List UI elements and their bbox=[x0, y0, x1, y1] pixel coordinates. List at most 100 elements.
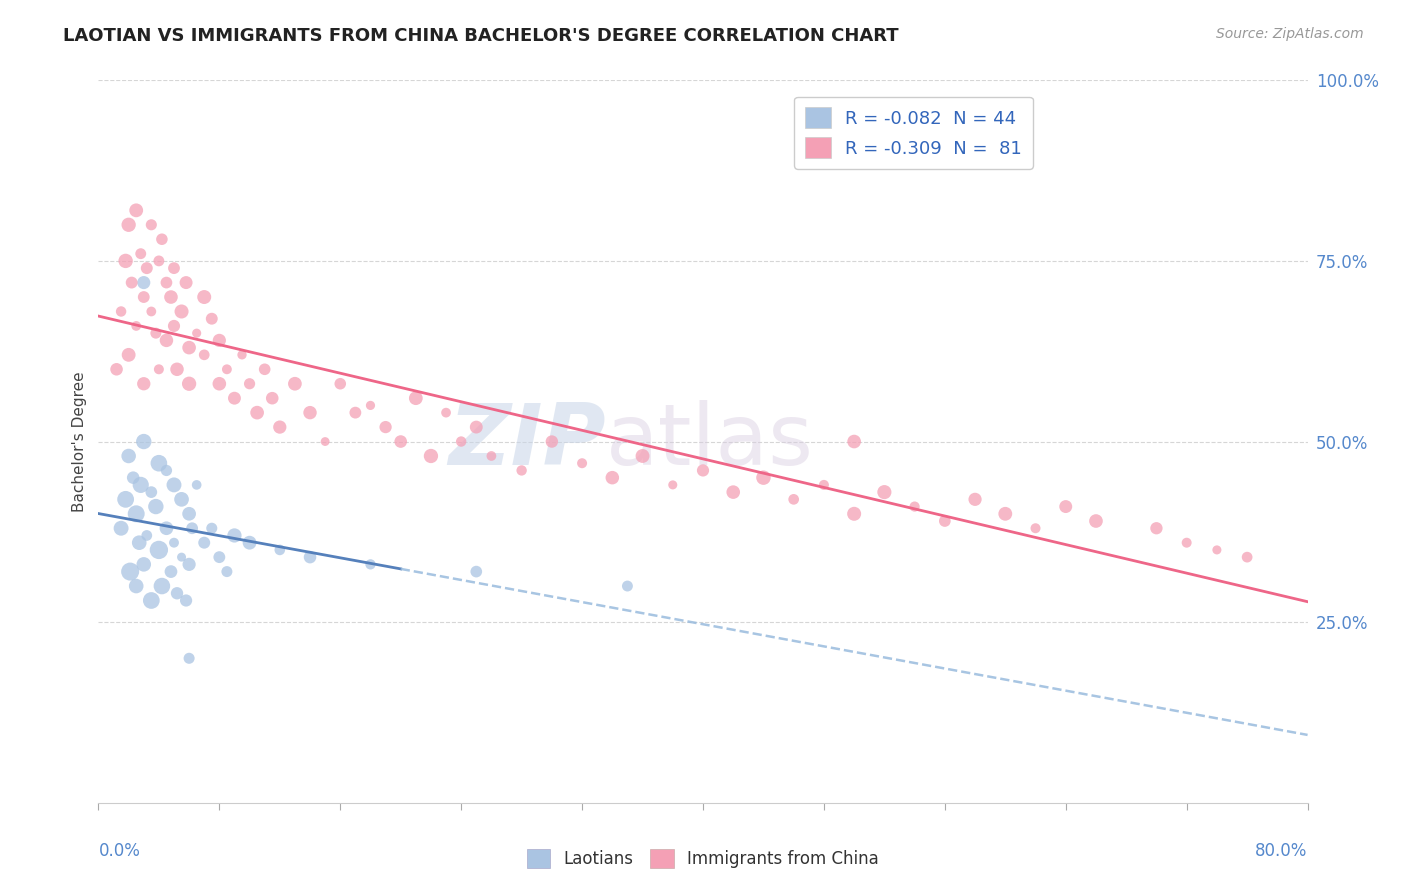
Point bbox=[122, 471, 145, 485]
Point bbox=[114, 253, 136, 268]
Point bbox=[1236, 550, 1258, 565]
Point bbox=[994, 507, 1017, 521]
Point bbox=[329, 376, 352, 391]
Point bbox=[465, 565, 488, 579]
Point bbox=[148, 362, 170, 376]
Point bbox=[215, 565, 238, 579]
Point bbox=[215, 362, 238, 376]
Point bbox=[481, 449, 503, 463]
Point bbox=[631, 449, 654, 463]
Point bbox=[148, 253, 170, 268]
Point bbox=[239, 376, 262, 391]
Point bbox=[420, 449, 443, 463]
Point bbox=[179, 507, 201, 521]
Point bbox=[114, 492, 136, 507]
Point bbox=[125, 579, 148, 593]
Point bbox=[174, 276, 197, 290]
Point bbox=[692, 463, 714, 477]
Point bbox=[239, 535, 262, 549]
Point bbox=[1175, 535, 1198, 549]
Point bbox=[405, 391, 427, 405]
Point bbox=[571, 456, 593, 470]
Point bbox=[148, 456, 170, 470]
Point bbox=[186, 326, 208, 341]
Point bbox=[129, 246, 152, 260]
Point bbox=[186, 478, 208, 492]
Point bbox=[166, 362, 188, 376]
Point bbox=[299, 550, 322, 565]
Point bbox=[179, 376, 201, 391]
Point bbox=[118, 348, 141, 362]
Point bbox=[155, 463, 177, 477]
Point bbox=[844, 434, 866, 449]
Point bbox=[128, 535, 150, 549]
Point bbox=[1146, 521, 1168, 535]
Point bbox=[193, 290, 215, 304]
Point bbox=[129, 478, 152, 492]
Point bbox=[450, 434, 472, 449]
Point bbox=[1054, 500, 1077, 514]
Point bbox=[1206, 542, 1229, 557]
Point bbox=[224, 391, 246, 405]
Point bbox=[125, 203, 148, 218]
Text: ZIP: ZIP bbox=[449, 400, 606, 483]
Point bbox=[163, 535, 186, 549]
Point bbox=[510, 463, 533, 477]
Point bbox=[132, 290, 155, 304]
Text: 80.0%: 80.0% bbox=[1256, 842, 1308, 860]
Point bbox=[132, 558, 155, 572]
Point bbox=[163, 478, 186, 492]
Point bbox=[253, 362, 276, 376]
Point bbox=[208, 550, 231, 565]
Point bbox=[110, 521, 132, 535]
Point bbox=[135, 528, 157, 542]
Point bbox=[135, 261, 157, 276]
Point bbox=[231, 348, 253, 362]
Point bbox=[181, 521, 204, 535]
Point bbox=[132, 434, 155, 449]
Point bbox=[155, 276, 177, 290]
Point bbox=[132, 376, 155, 391]
Point bbox=[246, 406, 269, 420]
Point bbox=[434, 406, 457, 420]
Point bbox=[118, 218, 141, 232]
Point bbox=[360, 398, 382, 412]
Point bbox=[155, 521, 177, 535]
Point bbox=[132, 276, 155, 290]
Point bbox=[166, 586, 188, 600]
Point bbox=[374, 420, 396, 434]
Point bbox=[110, 304, 132, 318]
Point bbox=[389, 434, 412, 449]
Point bbox=[465, 420, 488, 434]
Point bbox=[141, 304, 163, 318]
Point bbox=[160, 290, 183, 304]
Point bbox=[174, 593, 197, 607]
Point bbox=[160, 565, 183, 579]
Point bbox=[783, 492, 806, 507]
Point bbox=[170, 550, 193, 565]
Point bbox=[269, 420, 291, 434]
Point bbox=[120, 565, 142, 579]
Point bbox=[208, 376, 231, 391]
Point bbox=[170, 492, 193, 507]
Point bbox=[118, 449, 141, 463]
Point bbox=[179, 341, 201, 355]
Point bbox=[813, 478, 835, 492]
Point bbox=[163, 318, 186, 333]
Point bbox=[904, 500, 927, 514]
Y-axis label: Bachelor's Degree: Bachelor's Degree bbox=[72, 371, 87, 512]
Point bbox=[141, 485, 163, 500]
Legend: Laotians, Immigrants from China: Laotians, Immigrants from China bbox=[520, 842, 886, 875]
Point bbox=[360, 558, 382, 572]
Text: 0.0%: 0.0% bbox=[98, 842, 141, 860]
Point bbox=[141, 218, 163, 232]
Point bbox=[105, 362, 128, 376]
Point bbox=[155, 334, 177, 348]
Point bbox=[148, 542, 170, 557]
Point bbox=[193, 535, 215, 549]
Point bbox=[965, 492, 987, 507]
Point bbox=[179, 558, 201, 572]
Point bbox=[269, 542, 291, 557]
Point bbox=[1024, 521, 1046, 535]
Point bbox=[1085, 514, 1108, 528]
